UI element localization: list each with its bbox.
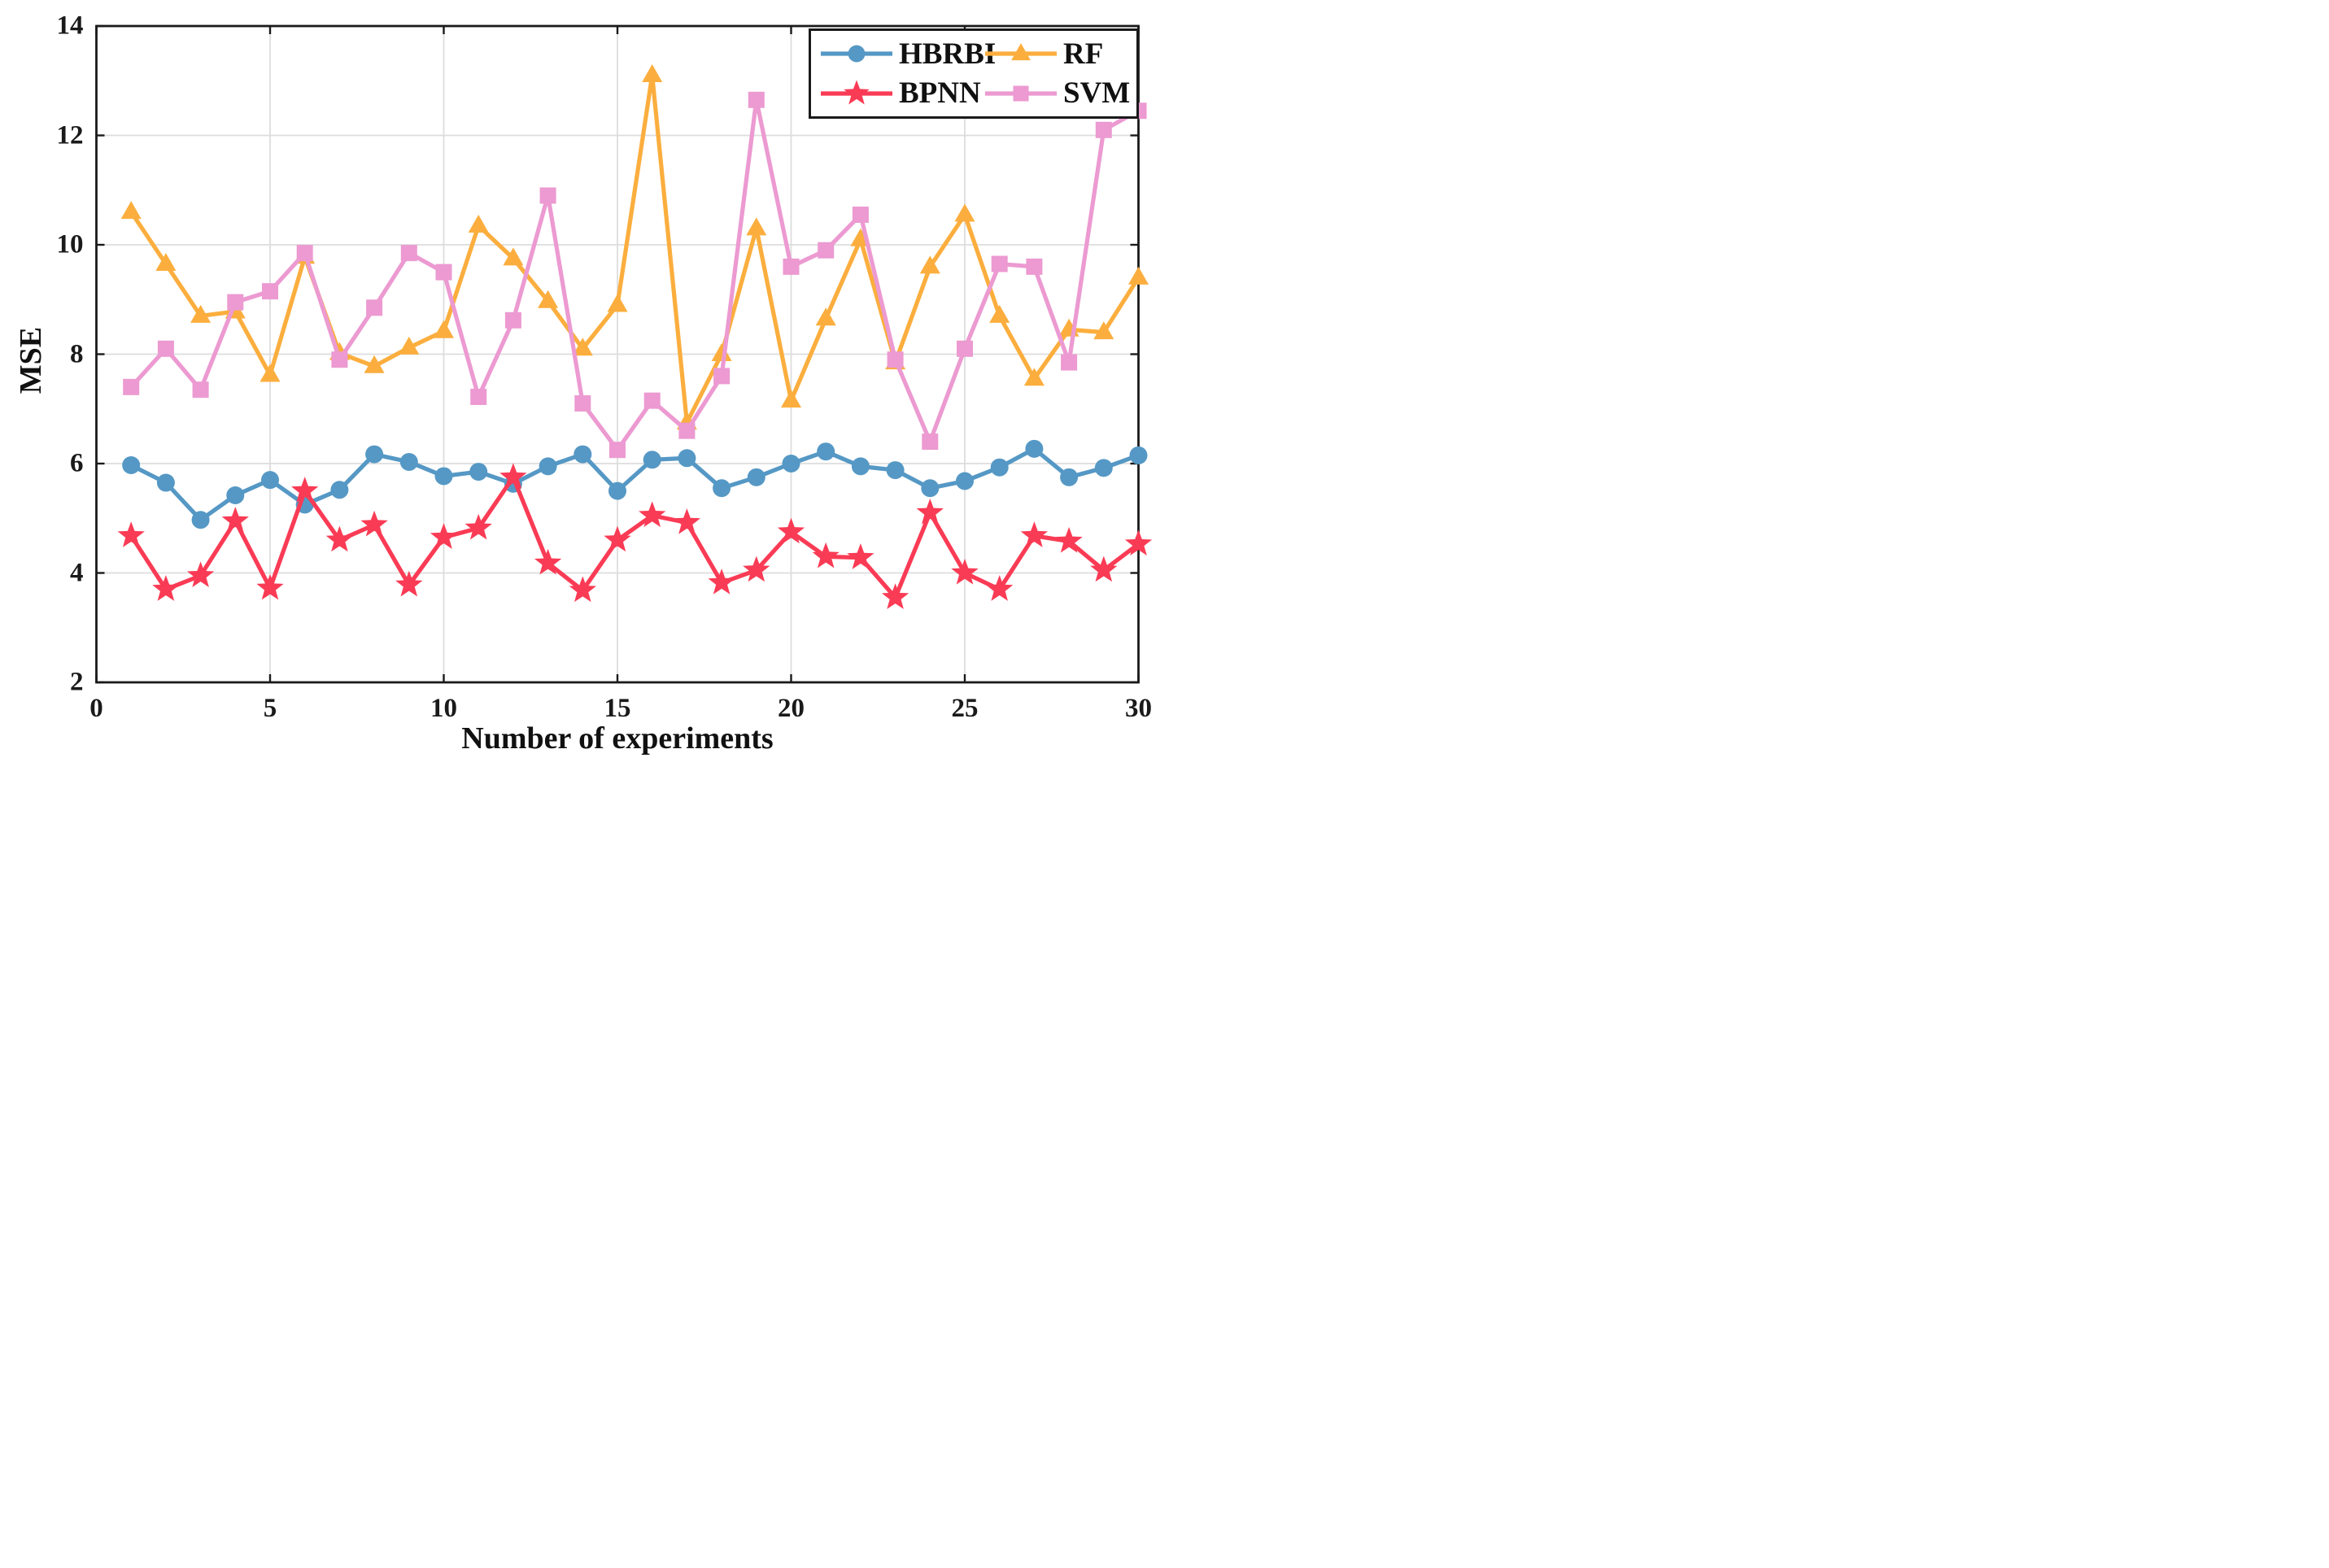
x-tick-label-5: 5 <box>263 694 277 723</box>
legend-label-svm: SVM <box>1063 76 1131 111</box>
legend-marker-svm-square-icon <box>985 85 1057 102</box>
series-rf <box>120 64 1149 430</box>
legend-item-svm: SVM <box>984 77 1136 110</box>
y-tick-label-2: 2 <box>70 667 84 697</box>
legend-label-hbrbi: HBRBI <box>899 37 997 71</box>
x-tick-label-10: 10 <box>430 694 457 723</box>
series-line-bpnn <box>129 475 1141 600</box>
y-tick-label-12: 12 <box>56 120 84 150</box>
y-tick-label-4: 4 <box>70 558 84 587</box>
legend: HBRBI RF BPNN SVM <box>809 28 1139 119</box>
legend-item-bpnn: BPNN <box>819 77 984 110</box>
y-tick-label-6: 6 <box>70 448 84 478</box>
legend-label-bpnn: BPNN <box>899 76 981 111</box>
legend-marker-rf-triangle-icon <box>985 43 1057 61</box>
series-line-hbrbi <box>129 446 1141 522</box>
legend-marker-bpnn-star-icon <box>821 80 892 105</box>
y-axis-title: MSE <box>14 326 48 394</box>
y-tick-label-8: 8 <box>70 339 84 368</box>
y-tick-label-14: 14 <box>56 11 84 41</box>
legend-marker-hbrbi-circle-icon <box>821 45 892 63</box>
x-tick-label-25: 25 <box>951 694 979 723</box>
legend-label-rf: RF <box>1063 37 1104 71</box>
x-axis-title: Number of experiments <box>461 721 774 756</box>
x-tick-label-0: 0 <box>89 694 103 723</box>
series-line-rf <box>129 72 1141 425</box>
x-tick-label-15: 15 <box>604 694 631 723</box>
x-tick-label-30: 30 <box>1125 694 1152 723</box>
series-svm <box>123 91 1147 459</box>
mse-line-chart: Number of experiments MSE HBRBI RF BPNN … <box>0 0 1164 784</box>
legend-item-rf: RF <box>984 37 1136 70</box>
y-tick-label-10: 10 <box>56 229 84 259</box>
series-bpnn <box>117 463 1153 609</box>
plot-area <box>95 24 1153 684</box>
legend-item-hbrbi: HBRBI <box>819 37 996 70</box>
x-tick-label-20: 20 <box>778 694 805 723</box>
series-hbrbi <box>122 439 1148 529</box>
